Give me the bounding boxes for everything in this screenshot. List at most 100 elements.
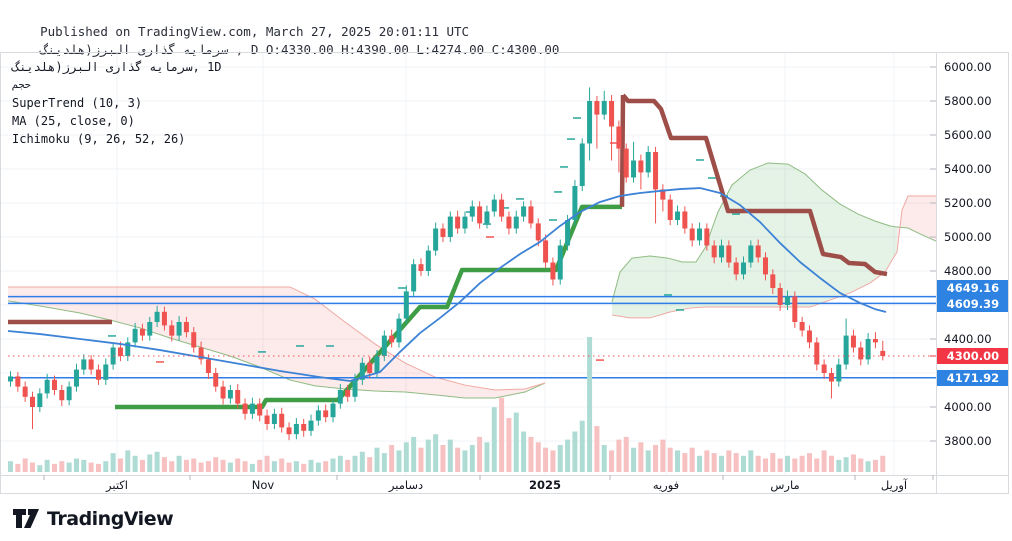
candle-body xyxy=(762,257,768,275)
volume-bar xyxy=(843,457,849,472)
chart-frame xyxy=(0,52,1009,494)
volume-bar xyxy=(176,455,182,472)
candle-body xyxy=(880,350,886,356)
legend-timeframe: , 1D xyxy=(192,60,222,74)
price-scale[interactable] xyxy=(937,53,1009,475)
volume-bar xyxy=(205,461,211,472)
volume-bar xyxy=(806,453,812,472)
candle-body xyxy=(418,264,424,271)
candle-body xyxy=(198,347,204,360)
time-axis-label: اکتبر xyxy=(105,478,128,493)
candle-body xyxy=(784,296,790,305)
volume-bar xyxy=(66,462,72,472)
volume-bar xyxy=(762,458,768,472)
candle-body xyxy=(176,322,182,336)
candle-body xyxy=(828,373,834,382)
volume-bar xyxy=(594,426,600,472)
volume-bar xyxy=(147,454,153,472)
candle-body xyxy=(352,379,358,397)
published-text: Published on TradingView.com, March 27, … xyxy=(40,24,470,39)
volume-bar xyxy=(183,459,189,472)
volume-bar xyxy=(286,462,292,472)
candle-body xyxy=(565,220,571,246)
volume-bar xyxy=(73,458,79,472)
ma-line xyxy=(7,187,887,382)
volume-bar xyxy=(572,431,578,472)
candle-body xyxy=(154,311,160,322)
candle-body xyxy=(323,410,329,418)
volume-bar xyxy=(462,450,468,472)
candle-body xyxy=(271,413,277,424)
chart-canvas[interactable]: 6000.00 5800.00 5600.00 5400.00 5200.00 5000.… xyxy=(0,0,1010,496)
volume-bar xyxy=(697,455,703,472)
candle-body xyxy=(359,362,365,380)
volume-bar xyxy=(418,447,424,472)
volume-bar xyxy=(799,455,805,472)
candle-body xyxy=(748,245,754,263)
price-axis-label: 4800.00 xyxy=(944,264,992,278)
volume-bar xyxy=(711,453,717,472)
candle-body xyxy=(521,206,527,217)
candle-body xyxy=(220,386,226,399)
volume-bar xyxy=(550,450,556,472)
volume-bar xyxy=(374,447,380,472)
candle-body xyxy=(623,148,629,178)
price-badge xyxy=(937,370,1008,386)
candle-body xyxy=(308,420,314,431)
volume-bar xyxy=(587,337,593,472)
legend-symbol-row: گنیدله)زربلا یراذگ هیامرس, 1D xyxy=(12,58,222,76)
volume-bar xyxy=(579,420,585,472)
candle-body xyxy=(528,206,534,224)
candle-body xyxy=(183,322,189,333)
volume-bar xyxy=(139,459,145,472)
candle-body xyxy=(609,101,615,127)
candle-body xyxy=(147,322,153,336)
candle-body xyxy=(806,330,812,343)
volume-bar xyxy=(117,458,123,472)
volume-bar xyxy=(638,442,644,472)
volume-bar xyxy=(301,463,307,472)
time-axis-label: فوریه xyxy=(653,478,679,493)
last-price-badge xyxy=(937,348,1008,364)
time-axis-label: 2025 xyxy=(529,478,561,492)
candle-body xyxy=(139,328,145,336)
volume-bar xyxy=(623,436,629,472)
volume-bar xyxy=(770,453,776,472)
candle-body xyxy=(125,342,131,356)
volume-bar xyxy=(213,457,219,472)
legend-symbol-rtl: گنیدله)زربلا یراذگ هیامرس xyxy=(12,60,193,74)
candle-body xyxy=(872,339,878,343)
volume-bar xyxy=(51,463,57,472)
volume-bar xyxy=(645,450,651,472)
candle-body xyxy=(550,262,556,280)
volume-bar xyxy=(235,458,241,472)
candle-body xyxy=(477,206,483,224)
volume-bar xyxy=(535,442,541,472)
candle-body xyxy=(858,347,864,360)
ichimoku-bear-cloud xyxy=(8,286,545,398)
price-axis-label: 3800.00 xyxy=(944,434,992,448)
volume-bar xyxy=(293,461,299,472)
candle-body xyxy=(814,342,820,365)
volume-bar xyxy=(315,462,321,472)
volume-bar xyxy=(161,457,167,472)
candle-body xyxy=(799,322,805,331)
volume-bar xyxy=(616,439,622,472)
volume-bar xyxy=(440,445,446,472)
candle-body xyxy=(117,347,123,356)
supertrend-flip-connector xyxy=(619,95,626,207)
symbol-title-rtl: گنیدله)زربلا یراذگ هیامرس xyxy=(40,42,229,57)
candle-body xyxy=(389,335,395,343)
ichimoku-bear-cloud-right-senkou-b xyxy=(896,195,936,253)
candle-body xyxy=(499,199,505,217)
legend-volume-rtl: مجح xyxy=(12,79,31,91)
candle-body xyxy=(836,364,842,382)
candle-body xyxy=(711,245,717,258)
volume-bar xyxy=(22,458,28,472)
tradingview-footer[interactable]: TradingView xyxy=(12,507,174,531)
volume-bar xyxy=(784,455,790,472)
price-badge xyxy=(937,296,1008,312)
time-scale[interactable] xyxy=(1,476,1008,493)
candle-body xyxy=(513,216,519,229)
ichimoku-bear-cloud-right xyxy=(897,196,936,252)
